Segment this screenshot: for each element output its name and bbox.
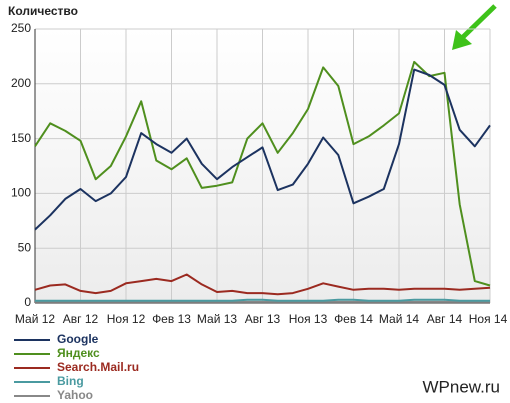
x-tick-label: Фев 14 (334, 312, 373, 326)
series-line (34, 60, 491, 287)
y-tick-label: 100 (11, 186, 31, 200)
x-tick-label: Ноя 14 (469, 312, 508, 326)
y-tick-label: 200 (11, 76, 31, 90)
y-tick-label: 0 (24, 295, 31, 309)
legend-label: Bing (57, 374, 84, 388)
x-tick-label: Фев 13 (152, 312, 191, 326)
x-tick-label: Авг 13 (245, 312, 281, 326)
x-tick-label: Ноя 12 (107, 312, 146, 326)
arrow (452, 4, 497, 50)
y-axis-label: Количество (8, 4, 78, 18)
x-tick-label: Авг 14 (427, 312, 463, 326)
series-line (34, 68, 491, 231)
x-tick-label: Авг 12 (63, 312, 99, 326)
legend-label: Yahoo (57, 388, 93, 402)
series-line (34, 273, 491, 296)
legend-label: Search.Mail.ru (57, 360, 139, 374)
series-line (35, 298, 490, 302)
y-tick-label: 50 (18, 240, 32, 254)
x-tick-label: Май 13 (197, 312, 238, 326)
legend-label: Яндекс (57, 346, 100, 360)
legend-label: Google (57, 332, 99, 346)
y-tick-label: 150 (11, 131, 31, 145)
x-tick-label: Май 14 (379, 312, 420, 326)
y-tick-label: 250 (11, 21, 31, 35)
x-tick-label: Май 12 (15, 312, 56, 326)
watermark: WPnew.ru (423, 377, 500, 396)
x-tick-label: Ноя 13 (289, 312, 328, 326)
